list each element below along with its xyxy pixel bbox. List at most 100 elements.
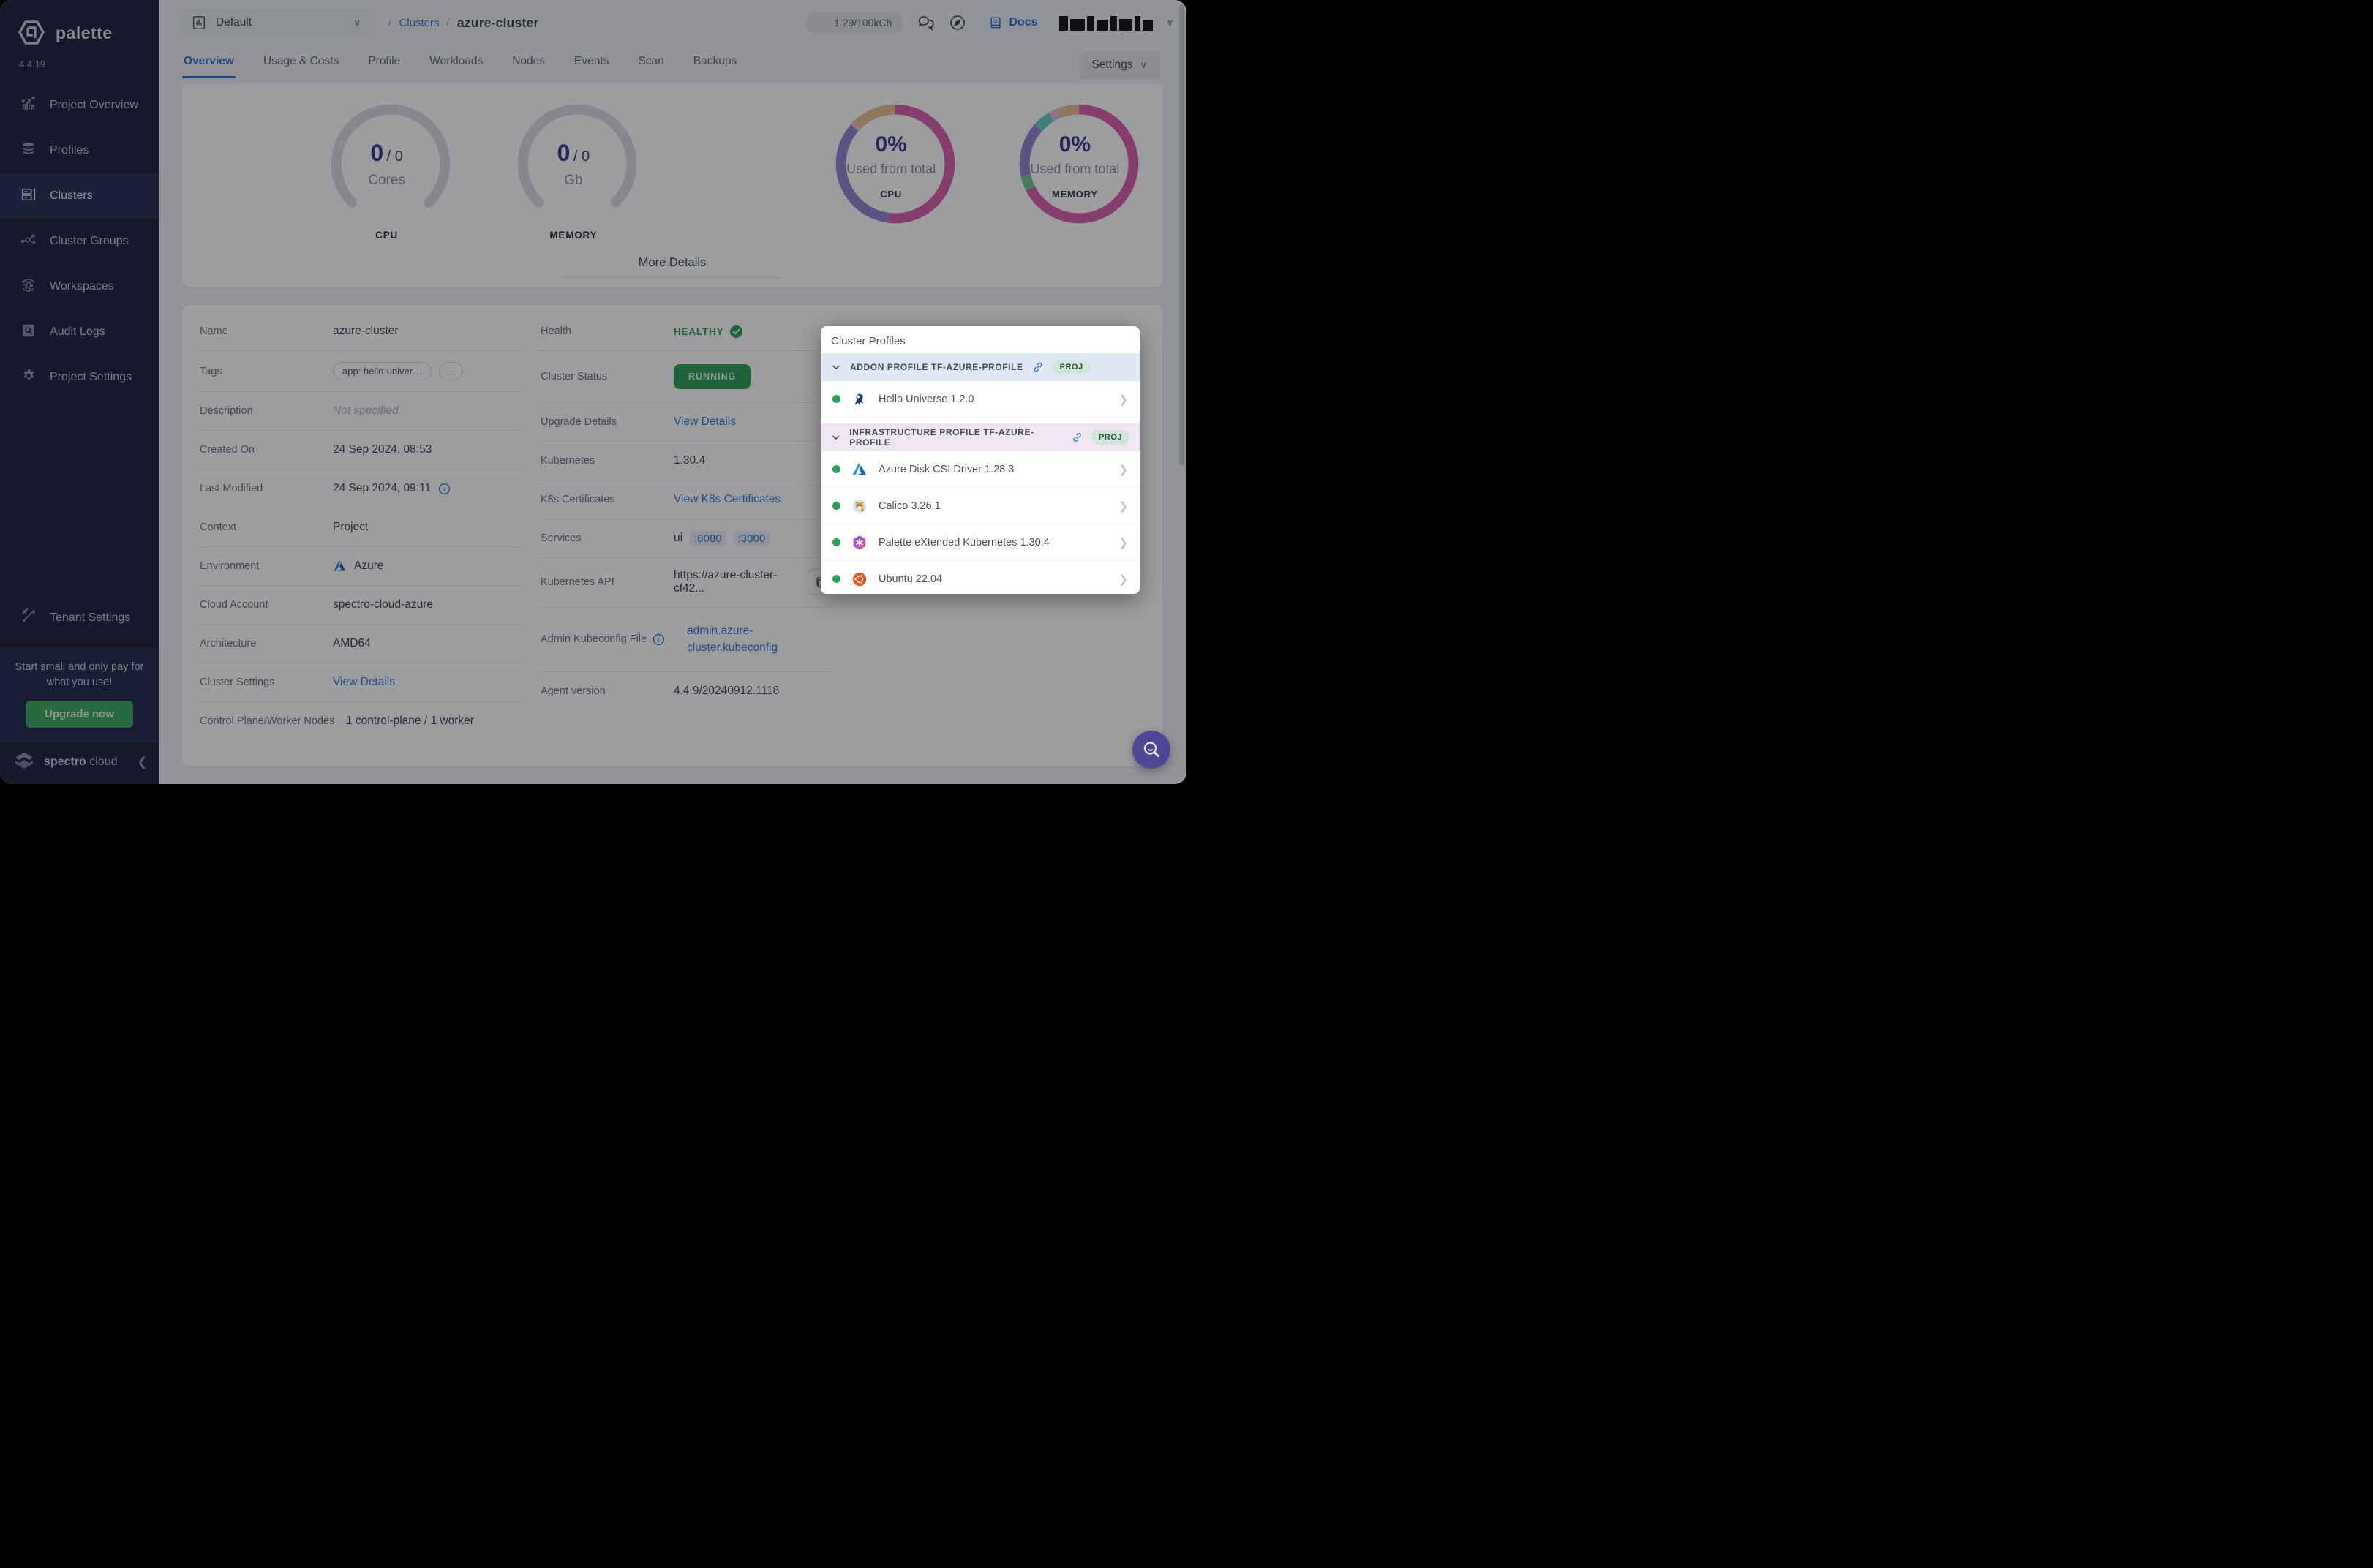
row-upgrade-details: Upgrade Details View Details (541, 403, 833, 442)
row-label: Admin Kubeconfig File (541, 633, 647, 645)
tab-usage-costs[interactable]: Usage & Costs (263, 55, 339, 67)
gear-icon (20, 368, 37, 388)
health-value: HEALTHY (674, 325, 724, 337)
row-label: Name (200, 325, 228, 337)
sidebar-collapse-icon[interactable]: ❮ (137, 756, 147, 769)
breadcrumb-clusters-link[interactable]: Clusters (399, 16, 440, 29)
profile-pack-row-calico[interactable]: Calico 3.26.1 ❯ (821, 488, 1140, 524)
account-chevron-down-icon[interactable]: ∨ (1166, 17, 1173, 28)
service-port-link[interactable]: :8080 (690, 530, 726, 546)
upgrade-view-details-link[interactable]: View Details (674, 415, 737, 428)
memory-total-value: 0 (582, 148, 590, 165)
cpu-gauge-label: CPU (375, 230, 399, 241)
row-label: Cluster Settings (200, 676, 275, 688)
status-badge: RUNNING (674, 364, 751, 389)
service-port-link[interactable]: :3000 (733, 530, 770, 546)
row-context: Context Project (200, 508, 520, 547)
kubernetes-version-value: 1.30.4 (674, 454, 706, 467)
upgrade-now-button[interactable]: Upgrade now (25, 701, 133, 728)
sidebar-item-project-settings[interactable]: Project Settings (0, 355, 159, 400)
tab-workloads[interactable]: Workloads (429, 55, 484, 67)
profile-pack-row-azure-csi[interactable]: Azure Disk CSI Driver 1.28.3 ❯ (821, 451, 1140, 488)
docs-button[interactable]: Docs (979, 10, 1047, 35)
tab-backups[interactable]: Backups (693, 55, 737, 67)
sidebar-item-label: Cluster Groups (50, 235, 129, 247)
cpu-gauge: 0 / 0 Cores CPU (328, 102, 451, 241)
row-kubernetes: Kubernetes 1.30.4 (541, 442, 833, 480)
page-scrollbar[interactable] (1179, 4, 1184, 465)
link-icon[interactable] (1072, 431, 1083, 443)
chevron-down-icon: ∨ (1140, 59, 1147, 70)
agent-version-value: 4.4.9/20240912.1118 (674, 685, 780, 697)
row-label: Architecture (200, 638, 257, 649)
row-last-modified: Last Modified 24 Sep 2024, 09:11 i (200, 470, 520, 508)
compass-icon[interactable] (949, 14, 966, 31)
view-k8s-certificates-link[interactable]: View K8s Certificates (674, 493, 781, 505)
sidebar-item-cluster-groups[interactable]: Cluster Groups (0, 219, 159, 264)
profile-pack-row-pxk[interactable]: Palette eXtended Kubernetes 1.30.4 ❯ (821, 524, 1140, 561)
tab-profile[interactable]: Profile (368, 55, 401, 67)
cpu-unit: Cores (368, 173, 405, 188)
tab-overview[interactable]: Overview (182, 49, 236, 78)
brand-light: cloud (89, 755, 118, 768)
pack-name: Calico 3.26.1 (879, 500, 941, 512)
project-selector[interactable]: Default ∨ (182, 8, 369, 37)
info-icon[interactable]: i (438, 483, 451, 495)
sidebar-item-workspaces[interactable]: Workspaces (0, 264, 159, 309)
tags-overflow-chip[interactable]: … (439, 362, 464, 380)
tab-scan[interactable]: Scan (638, 55, 664, 67)
row-name: Name azure-cluster (200, 312, 520, 351)
context-value: Project (333, 521, 369, 533)
chart-icon (20, 96, 37, 116)
chevron-down-icon (832, 435, 840, 440)
audit-icon (20, 323, 37, 342)
sidebar-item-clusters[interactable]: Clusters (0, 173, 159, 219)
last-modified-value: 24 Sep 2024, 09:11 (333, 482, 432, 494)
pack-name: Azure Disk CSI Driver 1.28.3 (879, 463, 1015, 475)
profile-pack-row-hello-universe[interactable]: Hello Universe 1.2.0 ❯ (821, 381, 1140, 418)
infrastructure-profile-section-header[interactable]: INFRASTRUCTURE PROFILE TF-AZURE-PROFILE … (821, 423, 1140, 451)
row-label: Health (541, 325, 571, 337)
kubeconfig-download-link[interactable]: admin.azure-cluster.kubeconfig (687, 624, 778, 654)
sidebar-item-label: Profiles (50, 144, 89, 157)
cluster-settings-view-details-link[interactable]: View Details (333, 676, 396, 688)
row-label: Kubernetes API (541, 576, 614, 588)
search-fab-button[interactable] (1132, 731, 1170, 769)
sidebar-item-label: Project Settings (50, 371, 132, 383)
link-icon[interactable] (1032, 361, 1044, 373)
row-label: Context (200, 521, 236, 533)
settings-button[interactable]: Settings ∨ (1078, 51, 1160, 79)
chat-icon[interactable] (917, 14, 936, 31)
info-icon[interactable]: i (653, 633, 665, 646)
sidebar-item-tenant-settings[interactable]: Tenant Settings (0, 595, 159, 641)
row-nodes: Control Plane/Worker Nodes 1 control-pla… (200, 702, 520, 740)
row-label: Upgrade Details (541, 416, 617, 428)
sidebar-item-project-overview[interactable]: Project Overview (0, 83, 159, 128)
row-label: Cluster Status (541, 371, 608, 382)
search-smile-icon (1143, 742, 1159, 757)
account-name-redacted[interactable] (1059, 15, 1154, 31)
tab-nodes[interactable]: Nodes (512, 55, 546, 67)
more-details-button[interactable]: More Details (182, 256, 1162, 278)
sidebar-item-audit-logs[interactable]: Audit Logs (0, 309, 159, 355)
addon-profile-section-header[interactable]: ADDON PROFILE TF-AZURE-PROFILE PROJ (821, 353, 1140, 381)
row-architecture: Architecture AMD64 (200, 625, 520, 663)
service-name: ui (674, 532, 683, 544)
memory-unit: Gb (564, 173, 583, 188)
calico-icon (852, 499, 867, 513)
cloud-account-value: spectro-cloud-azure (333, 598, 433, 611)
palette-logo-icon (18, 20, 45, 45)
pack-name: Hello Universe 1.2.0 (879, 393, 974, 405)
row-label: Control Plane/Worker Nodes (200, 715, 335, 727)
profile-pack-row-ubuntu[interactable]: Ubuntu 22.04 ❯ (821, 561, 1140, 594)
chevron-right-icon: ❯ (1118, 500, 1128, 513)
azure-icon (852, 463, 867, 475)
sidebar-item-profiles[interactable]: Profiles (0, 128, 159, 173)
cpu-total-value: 0 (394, 148, 403, 165)
cluster-name-value: azure-cluster (333, 325, 399, 337)
chevron-down-icon (832, 365, 840, 370)
tag-chip[interactable]: app: hello-univer… (333, 362, 432, 380)
tab-events[interactable]: Events (574, 55, 609, 67)
azure-icon (334, 560, 346, 570)
spectro-cloud-brand: spectro cloud (44, 755, 118, 769)
